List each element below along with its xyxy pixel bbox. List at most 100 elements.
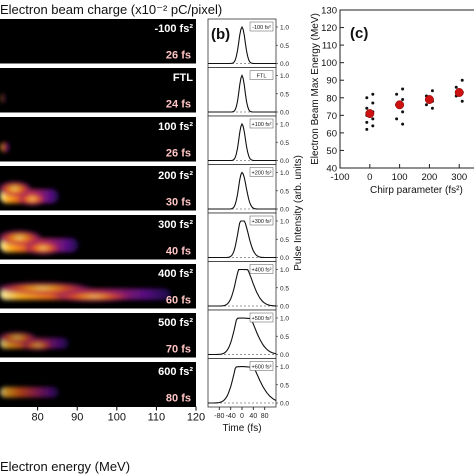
energy-tick-label: 90 [71,412,83,424]
shot-point [454,85,458,89]
pulse-y-tick-label: 1.0 [280,219,289,226]
beam-image-panel: 600 fs² 80 fs [0,362,196,407]
beam-image-panel: 400 fs² 60 fs [0,264,196,309]
beam-background [0,362,196,407]
shot-point [401,87,405,91]
shot-point [401,110,405,114]
time-tick-label: -40 [226,413,236,420]
time-axis-title: Time (fs) [222,423,261,434]
pulse-y-tick-label: 0.0 [280,110,289,117]
pulse-subplot: +400 fs² 0.0 0.5 1.0 [207,261,289,311]
pulse-chirp-label: +600 fs² [251,365,271,371]
electron-beam-signal [0,180,59,207]
pulse-y-tick-label: 0.0 [280,61,289,68]
pulse-chirp-label: -100 fs² [252,25,271,31]
shot-point [371,117,375,121]
pulse-y-tick-label: 0.0 [280,304,289,311]
pulse-y-tick-label: 0.5 [280,382,289,389]
shot-point [430,89,434,93]
shot-point [395,92,399,96]
mean-point [454,88,464,97]
beam-image-panel: 100 fs² 26 fs [0,117,196,162]
x-tick-label: 200 [421,172,437,183]
pulse-subplot: +500 fs² 0.0 0.5 1.0 [207,309,289,359]
pulse-y-tick-label: 0.5 [280,140,289,147]
pulse-y-tick-label: 1.0 [280,170,289,177]
beam-image-panel: FTL 24 fs [0,68,196,113]
pulse-chirp-label: FTL [257,74,267,80]
pulse-label-box [249,70,274,80]
pulse-label-box [249,215,274,226]
pulse-y-tick-label: 0.5 [280,237,289,244]
chirp-label: FTL [173,72,193,84]
beam-background [0,68,196,113]
pulse-chirp-label: +100 fs² [251,122,271,128]
electron-beam-signal [0,142,10,153]
chart-frame [339,9,474,169]
beam-lobe [0,229,44,246]
figure-title: Electron beam charge (x10⁻² pC/pixel) [0,2,223,17]
pulse-curve [208,171,276,210]
beam-image-panel: 300 fs² 40 fs [0,215,196,260]
x-tick-label: 100 [392,172,408,183]
electron-beam-signal [0,281,171,303]
pulse-label-box [249,312,274,323]
shot-point [460,78,464,82]
y-tick-label: 70 [326,111,337,122]
pulse-duration-label: 24 fs [166,99,191,111]
time-tick-label: 40 [249,413,257,420]
pulse-curve [208,25,276,65]
shot-point [365,106,369,110]
pulse-y-tick-label: 0.5 [280,188,289,195]
x-tick-label: -100 [330,172,349,183]
y-tick-label: 90 [326,76,337,87]
beam-lobe [0,281,94,295]
pulse-chirp-label: +400 fs² [251,268,271,274]
pulse-y-tick-label: 0.0 [280,255,289,262]
pulse-y-tick-label: 0.5 [280,285,289,292]
mean-point [424,95,434,104]
pulse-chirp-label: +300 fs² [251,219,271,225]
pulse-chirp-label: +200 fs² [251,171,271,177]
y-tick-label: 100 [321,58,337,69]
pulse-curve [208,365,277,404]
energy-tick-label: 120 [187,412,205,424]
pulse-y-tick-label: 0.5 [280,334,289,341]
mean-point [395,100,405,110]
chirp-label: 600 fs² [158,366,193,378]
beam-lobe [0,331,38,344]
pulse-curve [208,268,276,307]
shot-point [365,96,369,100]
y-tick-label: 40 [326,164,337,175]
x-tick-label: 0 [367,172,372,183]
beam-lobe [51,290,137,303]
pulse-y-tick-label: 1.0 [280,122,289,129]
shot-point [460,99,464,103]
pulse-duration-label: 80 fs [166,393,191,405]
panel-c-label: (c) [350,25,368,42]
shot-point [430,106,434,110]
y-tick-label: 120 [321,23,337,34]
beam-background [0,117,196,162]
pulse-curve [208,122,276,162]
beam-image-panel: -100 fs² 26 fs [0,19,196,64]
beam-lobe [20,340,55,351]
beam-streak [0,142,10,153]
time-tick-label: 0 [240,413,244,420]
pulse-subplot: +300 fs² 0.0 0.5 1.0 [207,212,289,262]
shot-point [395,117,399,121]
shot-point [401,122,405,126]
pulse-label-box [249,167,274,177]
chirp-label: 500 fs² [158,317,193,329]
pulse-y-tick-label: 0.5 [280,43,289,50]
pulse-subplot: -100 fs² 0.0 0.5 1.0 [207,18,289,68]
pulse-y-tick-label: 1.0 [280,25,289,32]
electron-beam-signal [0,331,69,351]
y-tick-label: 80 [326,93,337,104]
pulse-y-tick-label: 0.0 [280,207,289,214]
time-tick-label: -80 [214,413,224,420]
pulse-y-tick-label: 1.0 [280,316,289,323]
